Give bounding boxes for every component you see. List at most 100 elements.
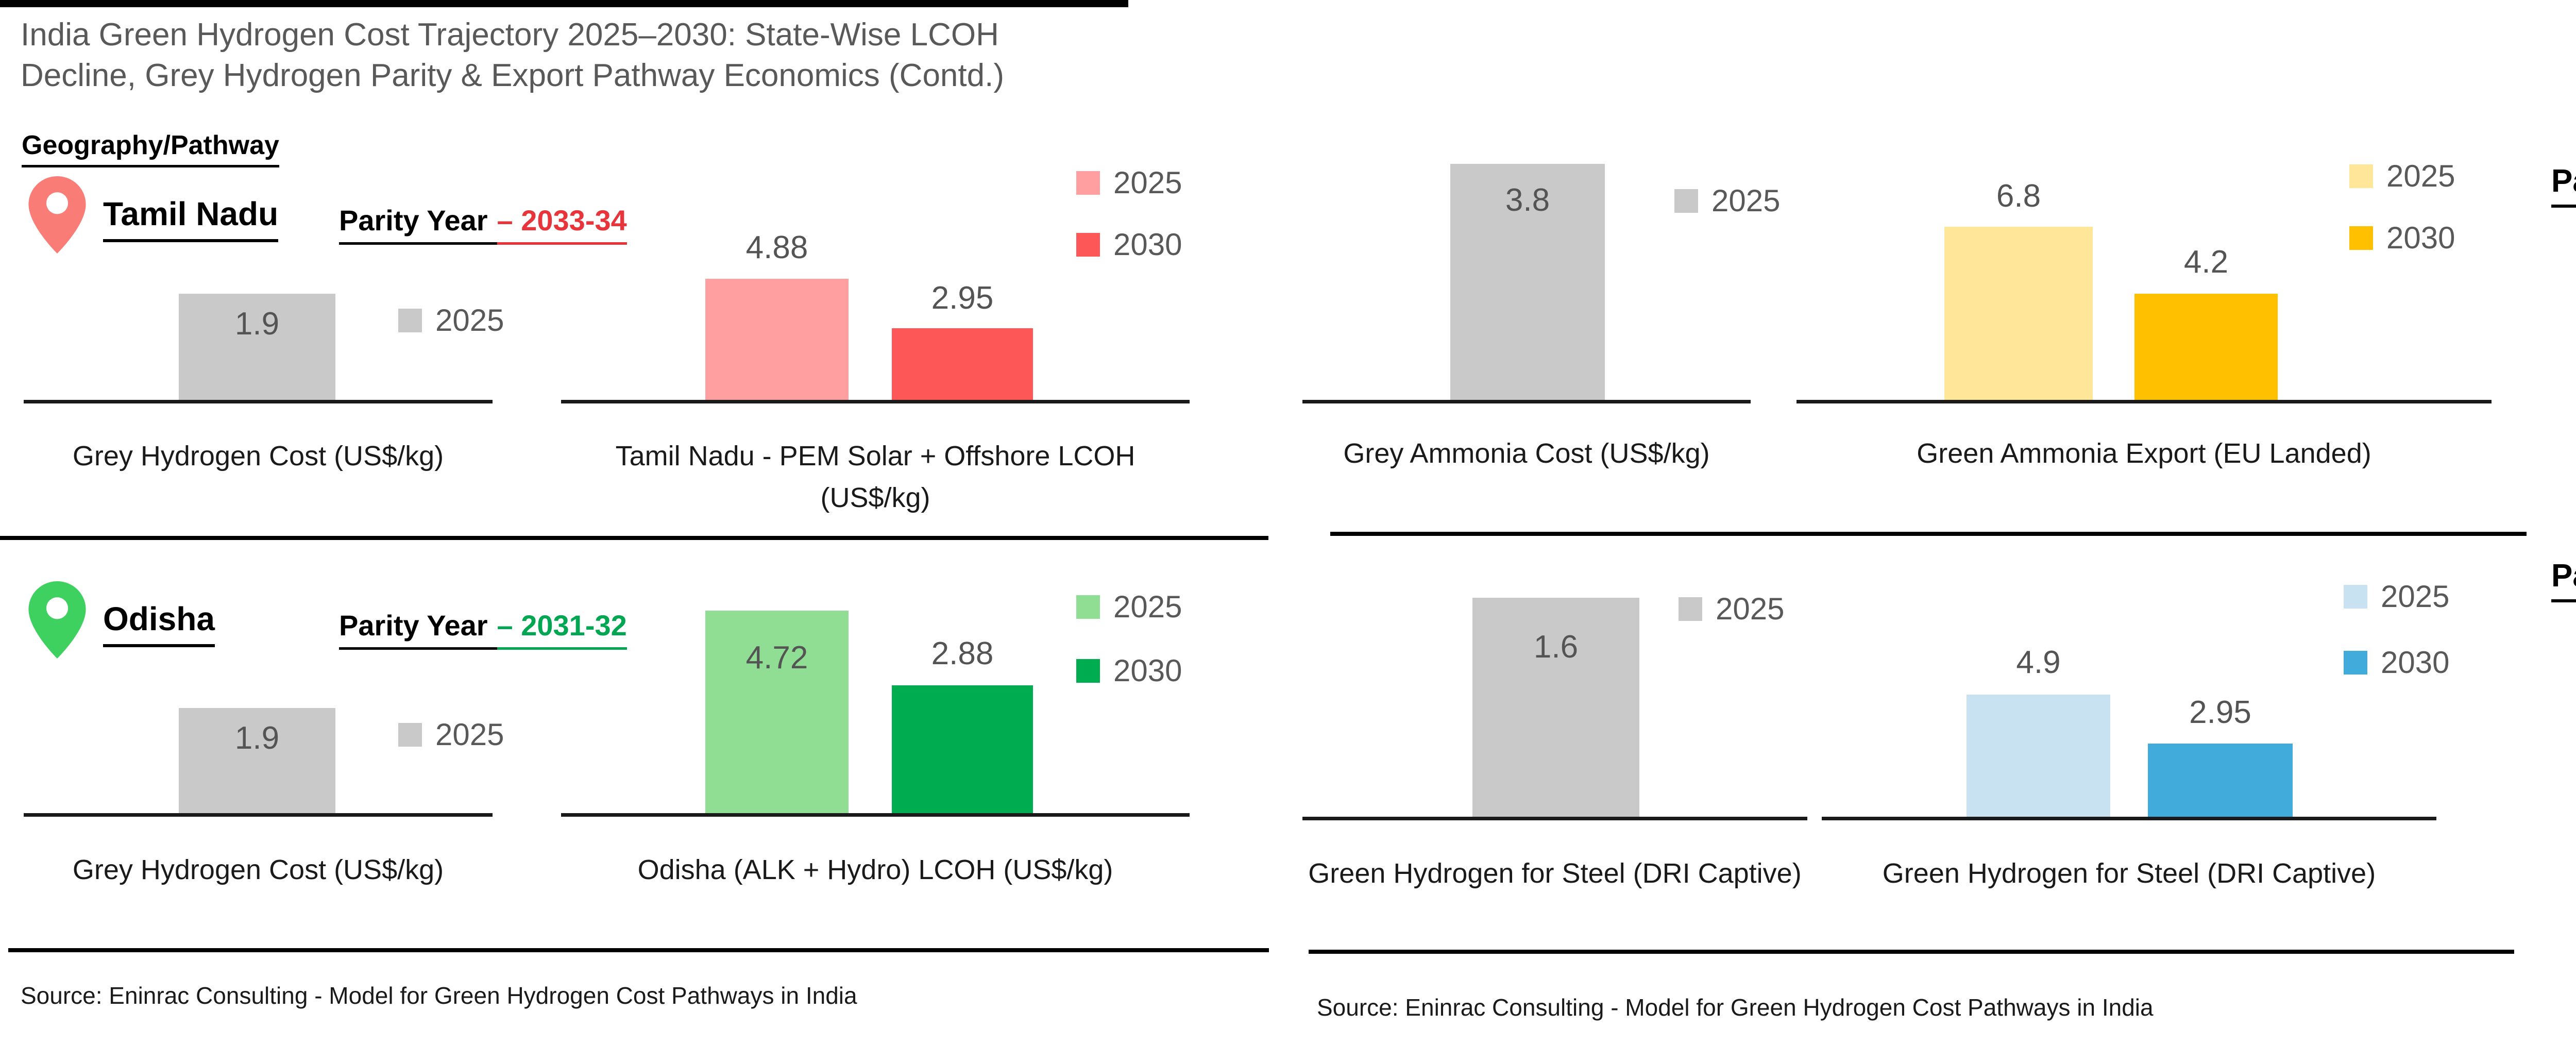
x-axis: [561, 400, 1190, 403]
bar-value-2025: 4.88: [745, 230, 808, 265]
map-pin-icon: [28, 581, 86, 659]
legend-swatch-icon: [2344, 585, 2367, 609]
legend-swatch-icon: [2349, 164, 2373, 188]
parity-year-label: Parity Year: [339, 204, 497, 245]
bar-2025: [705, 611, 849, 813]
source-note-right: Source: Eninrac Consulting - Model for G…: [1317, 994, 2154, 1021]
bar-2025: [179, 294, 335, 400]
bar-value-2025: 6.8: [1996, 178, 2041, 214]
legend-swatch-icon: [1076, 659, 1100, 683]
legend-item-2025: 2025: [398, 719, 504, 750]
legend-label: 2025: [2386, 159, 2455, 193]
legend-item-2030: 2030: [1076, 655, 1182, 686]
bar-2025: [1944, 227, 2093, 400]
parity-year-tamil-nadu: Parity Year – 2033-34: [339, 204, 627, 245]
bar-2025: [1450, 164, 1605, 400]
state-name-odisha: Odisha: [103, 600, 215, 647]
page-title-line1: India Green Hydrogen Cost Trajectory 202…: [21, 17, 999, 53]
legend-label: 2030: [2386, 221, 2455, 255]
bar-2030: [892, 328, 1033, 400]
chart-title: Grey Ammonia Cost (US$/kg): [1343, 438, 1710, 469]
legend-label: 2025: [2381, 579, 2450, 614]
bar-value-2030: 2.88: [931, 636, 994, 671]
legend-swatch-icon: [398, 723, 422, 747]
legend-item-2030: 2030: [2344, 647, 2449, 678]
legend-swatch-icon: [1076, 595, 1100, 619]
bar-2030: [2148, 744, 2293, 817]
state-name-tamil-nadu: Tamil Nadu: [103, 195, 279, 242]
chart-title: Odisha (ALK + Hydro) LCOH (US$/kg): [637, 854, 1113, 885]
bar-value-2025: 3.8: [1505, 182, 1550, 218]
bar-value-2025: 1.6: [1533, 629, 1579, 665]
bottom-divider-left: [8, 948, 1269, 952]
bar-2030: [892, 685, 1033, 813]
bar-value-2025: 1.9: [234, 306, 280, 342]
chart-title: Tamil Nadu - PEM Solar + Offshore LCOH (…: [615, 441, 1136, 513]
chart-title: Green Ammonia Export (EU Landed): [1917, 438, 2371, 469]
parity-year-label: Parity Year: [339, 609, 497, 650]
legend-label: 2025: [435, 717, 504, 752]
bar-2025: [705, 279, 849, 400]
bar-value-2025: 4.72: [745, 640, 808, 676]
row-divider-left: [0, 536, 1268, 540]
bar-value-2025: 1.9: [234, 720, 280, 756]
legend-swatch-icon: [1076, 233, 1100, 257]
legend-swatch-icon: [2349, 226, 2373, 250]
bar-2025: [1967, 695, 2110, 817]
legend-label: 2030: [2381, 645, 2450, 680]
legend-item-2025: 2025: [2344, 581, 2449, 612]
legend-label: 2025: [1113, 589, 1182, 624]
legend-swatch-icon: [1674, 189, 1698, 213]
legend-swatch-icon: [398, 309, 422, 332]
page-title: India Green Hydrogen Cost Trajectory 202…: [21, 14, 1128, 96]
source-note-left: Source: Eninrac Consulting - Model for G…: [21, 982, 857, 1009]
bar-2025: [1472, 598, 1639, 817]
legend-item-2025: 2025: [1674, 186, 1780, 216]
legend-item-2025: 2025: [398, 305, 504, 336]
row-divider-right: [1330, 532, 2527, 536]
chart-title: Green Hydrogen for Steel (DRI Captive): [1308, 858, 1802, 889]
legend-label: 2025: [1716, 592, 1785, 626]
legend-swatch-icon: [1076, 171, 1100, 195]
chart-title: Grey Hydrogen Cost (US$/kg): [72, 441, 444, 471]
chart-title: Grey Hydrogen Cost (US$/kg): [72, 854, 444, 885]
bottom-divider-right: [1309, 950, 2514, 954]
x-axis: [24, 813, 493, 817]
x-axis: [1302, 400, 1751, 403]
bar-2030: [2134, 294, 2278, 400]
bar-value-2030: 2.95: [931, 280, 994, 316]
parity-year-export-pathway: Parity Year– 2032-33: [2551, 163, 2576, 208]
x-axis: [1797, 400, 2492, 403]
legend-label: 2025: [435, 303, 504, 338]
map-pin-icon: [28, 176, 86, 254]
geography-pathway-label: Geography/Pathway: [22, 130, 279, 167]
legend-label: 2030: [1113, 653, 1182, 688]
legend-item-2030: 2030: [1076, 229, 1182, 260]
legend-label: 2030: [1113, 227, 1182, 262]
chart-title: Green Hydrogen for Steel (DRI Captive): [1882, 858, 2376, 889]
x-axis: [561, 813, 1190, 817]
legend-label: 2025: [1711, 183, 1781, 218]
x-axis: [1822, 817, 2436, 820]
legend-label: 2025: [1113, 165, 1182, 200]
legend-swatch-icon: [2344, 651, 2367, 675]
legend-item-2030: 2030: [2349, 223, 2455, 254]
bar-2025: [179, 708, 335, 813]
parity-year-value: – 2033-34: [497, 204, 627, 245]
parity-year-value: – 2031-32: [497, 609, 627, 650]
legend-item-2025: 2025: [1076, 167, 1182, 198]
parity-year-odisha: Parity Year – 2031-32: [339, 609, 627, 650]
x-axis: [1302, 817, 1807, 820]
parity-year-label: Parity Year: [2551, 163, 2576, 208]
parity-year-steel-pathway: Parity Year– 2035+: [2551, 558, 2576, 602]
legend-item-2025: 2025: [2349, 161, 2455, 192]
bar-value-2030: 4.2: [2183, 244, 2229, 280]
